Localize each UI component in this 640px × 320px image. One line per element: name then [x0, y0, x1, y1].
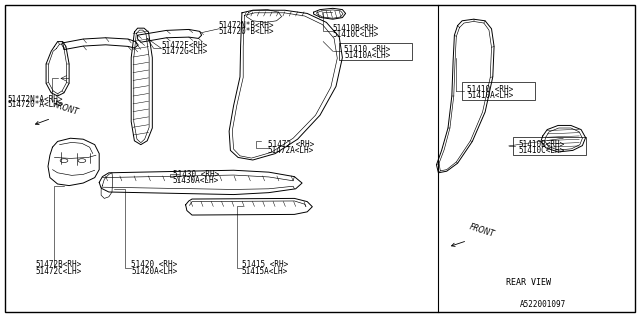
Text: 514720*B<LH>: 514720*B<LH> [219, 28, 275, 36]
Text: 514720*A<LH>: 514720*A<LH> [8, 100, 63, 109]
Text: 51472F<RH>: 51472F<RH> [161, 41, 207, 50]
Text: 51472N*B<RH>: 51472N*B<RH> [219, 21, 275, 30]
Text: 51472G<LH>: 51472G<LH> [161, 47, 207, 56]
Text: 51410 <RH>: 51410 <RH> [344, 45, 390, 54]
Text: 51472B<RH>: 51472B<RH> [35, 260, 81, 269]
Text: 51410C<LH>: 51410C<LH> [333, 30, 379, 39]
Text: 51430A<LH>: 51430A<LH> [173, 176, 219, 185]
Text: 51415 <RH>: 51415 <RH> [242, 260, 288, 269]
Text: REAR VIEW: REAR VIEW [506, 278, 550, 287]
Text: FRONT: FRONT [468, 223, 496, 239]
Text: 51420 <RH>: 51420 <RH> [131, 260, 177, 269]
Text: 51472N*A<RH>: 51472N*A<RH> [8, 95, 63, 104]
Text: 51415A<LH>: 51415A<LH> [242, 267, 288, 276]
Text: 51430 <RH>: 51430 <RH> [173, 170, 219, 179]
Text: 51410B<RH>: 51410B<RH> [333, 24, 379, 33]
Text: 51410A<LH>: 51410A<LH> [344, 51, 390, 60]
Text: 51472C<LH>: 51472C<LH> [35, 267, 81, 276]
Text: 51410B<RH>: 51410B<RH> [518, 140, 564, 149]
Text: FRONT: FRONT [52, 100, 80, 117]
Text: 51410C<LH>: 51410C<LH> [518, 146, 564, 155]
Text: 51410A<LH>: 51410A<LH> [467, 92, 513, 100]
Text: A522001097: A522001097 [520, 300, 566, 309]
Text: 51410 <RH>: 51410 <RH> [467, 85, 513, 94]
Text: 51420A<LH>: 51420A<LH> [131, 267, 177, 276]
Text: 51472A<LH>: 51472A<LH> [268, 146, 314, 155]
Text: 51472 <RH>: 51472 <RH> [268, 140, 314, 149]
